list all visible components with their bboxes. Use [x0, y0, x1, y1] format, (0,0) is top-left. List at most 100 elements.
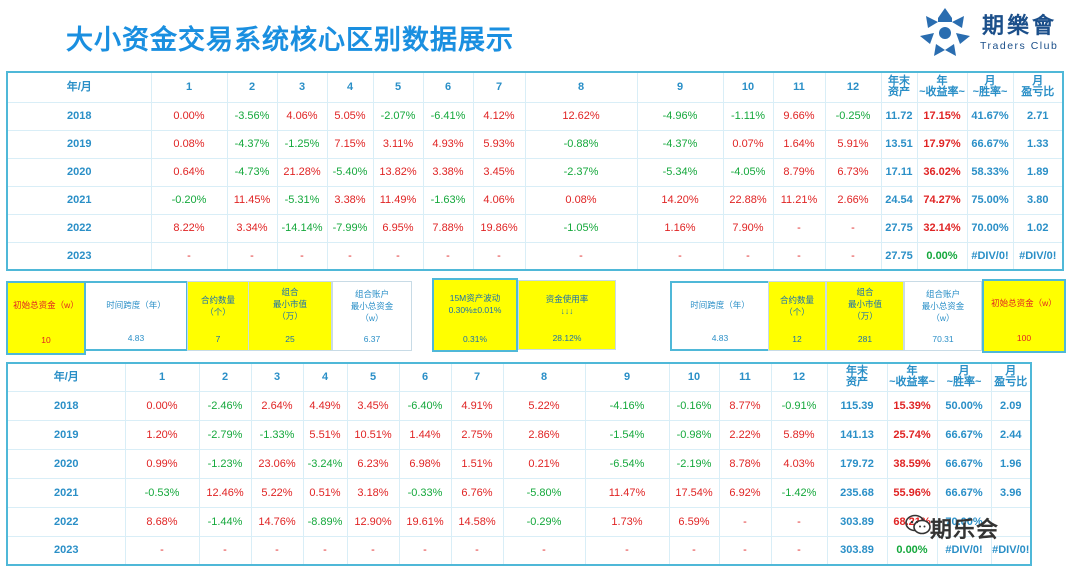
- month-return-cell: 8.77%: [718, 390, 772, 421]
- column-header: 1: [150, 71, 228, 103]
- column-header: 月 盈亏比: [1012, 71, 1064, 103]
- column-header: 11: [772, 71, 826, 103]
- monthly-win-rate-cell: 70.00%: [936, 506, 992, 537]
- month-return-cell: 0.64%: [150, 157, 228, 187]
- month-return-cell: 2.22%: [718, 419, 772, 450]
- month-return-cell: -7.99%: [326, 213, 374, 243]
- month-return-cell: 5.93%: [472, 129, 526, 159]
- month-return-cell: 11.47%: [584, 477, 670, 508]
- year-end-asset-cell: 13.51: [880, 129, 918, 159]
- year-cell: 2021: [6, 477, 126, 508]
- column-header: 12: [770, 362, 828, 392]
- month-return-cell: -1.11%: [722, 101, 774, 131]
- month-return-cell: -: [524, 241, 638, 271]
- column-header: 年/月: [6, 362, 126, 392]
- month-return-cell: -2.46%: [198, 390, 252, 421]
- month-return-cell: -8.89%: [302, 506, 348, 537]
- month-return-cell: 10.51%: [346, 419, 400, 450]
- month-return-cell: 22.88%: [722, 185, 774, 215]
- large-initial-capital-label: 初始总资金（w）: [991, 298, 1057, 308]
- logo-english-text: Traders Club: [980, 40, 1059, 52]
- monthly-win-rate-cell: 66.67%: [936, 477, 992, 508]
- month-return-cell: 6.23%: [346, 448, 400, 479]
- month-return-cell: -1.25%: [276, 129, 328, 159]
- annual-return-cell: 17.15%: [916, 101, 968, 131]
- year-end-asset-cell: 303.89: [826, 535, 888, 566]
- year-end-asset-cell: 11.72: [880, 101, 918, 131]
- month-return-cell: -: [124, 535, 200, 566]
- month-return-cell: -1.23%: [198, 448, 252, 479]
- profit-loss-ratio-cell: 1.02: [1012, 213, 1064, 243]
- column-header: 月 ~胜率~: [936, 362, 992, 392]
- month-return-cell: -: [770, 506, 828, 537]
- column-header: 年 ~收益率~: [886, 362, 938, 392]
- month-return-cell: 3.38%: [422, 157, 474, 187]
- large-min-market-value-value: 281: [857, 334, 873, 344]
- month-return-cell: 3.45%: [346, 390, 400, 421]
- annual-return-cell: 17.97%: [916, 129, 968, 159]
- month-return-cell: 6.95%: [372, 213, 424, 243]
- month-return-cell: 0.99%: [124, 448, 200, 479]
- large-contracts-box: 合约数量 （个） 12: [768, 281, 826, 351]
- month-return-cell: -1.42%: [770, 477, 828, 508]
- monthly-win-rate-cell: 41.67%: [966, 101, 1014, 131]
- table-row: 2018 0.00% -3.56% 4.06% 5.05% -2.07% -6.41% 4.1…: [6, 101, 1064, 131]
- month-return-cell: 5.22%: [250, 477, 304, 508]
- month-return-cell: 19.86%: [472, 213, 526, 243]
- table-row: 2022 8.68% -1.44% 14.76% -8.89% 12.90% 19.61% 1…: [6, 506, 1032, 537]
- monthly-win-rate-cell: 58.33%: [966, 157, 1014, 187]
- month-return-cell: -: [772, 241, 826, 271]
- table-row: 2021 -0.20% 11.45% -5.31% 3.38% 11.49% -1.63% 4…: [6, 185, 1064, 215]
- profit-loss-ratio-cell: 3.80: [1012, 185, 1064, 215]
- month-return-cell: 12.46%: [198, 477, 252, 508]
- month-return-cell: 0.51%: [302, 477, 348, 508]
- month-return-cell: -: [422, 241, 474, 271]
- large-initial-capital-box: 初始总资金（w） 100: [982, 279, 1066, 353]
- column-header: 8: [524, 71, 638, 103]
- month-return-cell: -: [372, 241, 424, 271]
- month-return-cell: -1.05%: [524, 213, 638, 243]
- month-return-cell: -: [398, 535, 452, 566]
- month-return-cell: 23.06%: [250, 448, 304, 479]
- year-end-asset-cell: 115.39: [826, 390, 888, 421]
- column-header: 年末 资产: [880, 71, 918, 103]
- year-cell: 2018: [6, 390, 126, 421]
- small-capital-table: 年/月 1 2 3 4 5 6 7 8 9 10 11 12 年末 资产年 ~收益率~ 月 ~胜率~ 月 盈亏…: [6, 71, 1064, 271]
- month-return-cell: 7.88%: [422, 213, 474, 243]
- month-return-cell: -1.44%: [198, 506, 252, 537]
- month-return-cell: 4.93%: [422, 129, 474, 159]
- small-min-total-capital-box: 组合账户 最小总资金 （w） 6.37: [332, 281, 412, 351]
- profit-loss-ratio-cell: 2.09: [990, 390, 1032, 421]
- month-return-cell: -: [824, 241, 882, 271]
- month-return-cell: 17.54%: [668, 477, 720, 508]
- month-return-cell: -2.79%: [198, 419, 252, 450]
- month-return-cell: -0.16%: [668, 390, 720, 421]
- month-return-cell: 4.91%: [450, 390, 504, 421]
- small-min-total-capital-label: 组合账户 最小总资金 （w）: [350, 289, 394, 323]
- table-row: 2023- - - - - - - - - - - -27.75 0.00% #DIV/0! #DIV/0!: [6, 241, 1064, 271]
- month-return-cell: -2.07%: [372, 101, 424, 131]
- profit-loss-ratio-cell: 3.96: [990, 477, 1032, 508]
- large-time-span-box: 时间跨度（年） 4.83: [670, 281, 770, 351]
- month-return-cell: 5.89%: [770, 419, 828, 450]
- profit-loss-ratio-cell: 1.33: [1012, 129, 1064, 159]
- month-return-cell: -: [668, 535, 720, 566]
- large-min-total-capital-value: 70.31: [932, 334, 954, 344]
- month-return-cell: 7.15%: [326, 129, 374, 159]
- year-end-asset-cell: 27.75: [880, 241, 918, 271]
- column-header: 10: [668, 362, 720, 392]
- month-return-cell: 8.68%: [124, 506, 200, 537]
- capital-usage-label: 资金使用率 ↓↓↓: [545, 294, 589, 316]
- table-row: 2019 1.20% -2.79% -1.33% 5.51% 10.51% 1.44% 2.7…: [6, 419, 1032, 450]
- table-row: 2020 0.64% -4.73% 21.28% -5.40% 13.82% 3.38% 3.…: [6, 157, 1064, 187]
- month-return-cell: -0.25%: [824, 101, 882, 131]
- month-return-cell: 4.06%: [276, 101, 328, 131]
- year-end-asset-cell: 17.11: [880, 157, 918, 187]
- month-return-cell: 12.90%: [346, 506, 400, 537]
- month-return-cell: 0.08%: [150, 129, 228, 159]
- year-cell: 2022: [6, 213, 152, 243]
- large-time-span-value: 4.83: [711, 333, 729, 343]
- small-initial-capital-box: 初始总资金（w） 10: [6, 281, 86, 355]
- large-contracts-label: 合约数量 （个）: [779, 295, 814, 317]
- year-cell: 2023: [6, 535, 126, 566]
